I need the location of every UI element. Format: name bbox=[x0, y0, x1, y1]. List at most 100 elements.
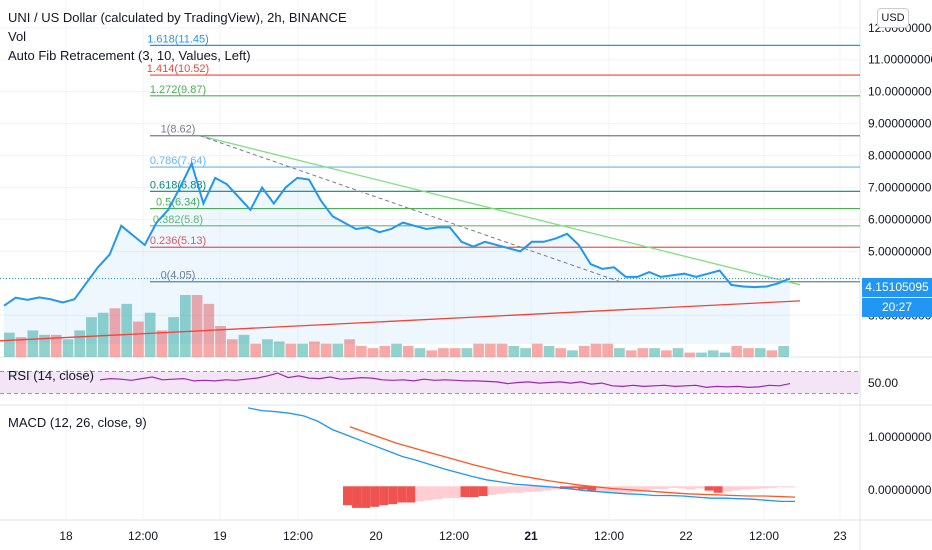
volume-bar bbox=[438, 348, 449, 357]
price-tick-label: 6.00000000 bbox=[868, 212, 932, 226]
rsi-band bbox=[0, 371, 860, 394]
volume-bar bbox=[250, 343, 262, 357]
macd-histogram-bar bbox=[677, 486, 687, 489]
volume-bar bbox=[555, 348, 567, 357]
fib-retracement: 1.618(11.45) 1.414(10.52) 1.272(9.87) 1(8.6… bbox=[147, 33, 860, 283]
volume-bar bbox=[15, 337, 27, 357]
macd-histogram-bar bbox=[749, 486, 759, 489]
volume-bar bbox=[578, 345, 590, 357]
volume-bar bbox=[426, 350, 438, 357]
volume-bar bbox=[297, 343, 309, 357]
volume-bar bbox=[86, 317, 97, 357]
volume-bar bbox=[391, 343, 402, 357]
rsi-pane bbox=[0, 371, 860, 394]
signal-line bbox=[349, 426, 796, 498]
time-tick-label: 19 bbox=[213, 529, 227, 543]
macd-histogram-bar bbox=[415, 486, 425, 502]
volume-bar bbox=[496, 343, 508, 357]
volume-bar bbox=[520, 348, 531, 357]
macd-histogram-bar bbox=[541, 486, 551, 491]
volume-bar bbox=[74, 330, 86, 357]
macd-histogram-bar bbox=[740, 486, 750, 490]
price-tick-label: 10.00000000 bbox=[868, 85, 932, 99]
volume-bar bbox=[660, 350, 672, 357]
macd-histogram-bar bbox=[758, 486, 768, 489]
time-tick-label: 12:00 bbox=[128, 529, 158, 543]
volume-bar bbox=[215, 326, 226, 357]
time-tick-label: 12:00 bbox=[283, 529, 313, 543]
macd-histogram-bar bbox=[433, 486, 443, 500]
price-tick-label: 8.00000000 bbox=[868, 149, 932, 163]
time-tick-label: 18 bbox=[59, 529, 73, 543]
macd-histogram-bar bbox=[641, 486, 651, 491]
volume-bar bbox=[62, 339, 74, 357]
volume-bar bbox=[379, 345, 391, 357]
volume-bar bbox=[4, 332, 15, 357]
currency-button[interactable]: USD bbox=[877, 8, 909, 28]
volume-bar bbox=[649, 348, 660, 357]
last-price-tag: 4.15105095 bbox=[862, 278, 932, 297]
volume-bar bbox=[531, 343, 543, 357]
volume-bar bbox=[508, 345, 520, 357]
macd-histogram-bar bbox=[578, 486, 588, 490]
volume-bar bbox=[39, 334, 50, 357]
macd-histogram-bar bbox=[496, 486, 506, 494]
volume-bar bbox=[156, 330, 168, 357]
volume-bar bbox=[144, 312, 156, 357]
macd-histogram-bar bbox=[614, 486, 624, 494]
volume-bar bbox=[121, 303, 133, 357]
volume-bar bbox=[179, 295, 191, 357]
volume-bar bbox=[719, 352, 731, 357]
macd-histogram-bar bbox=[596, 486, 606, 492]
volume-bar bbox=[27, 330, 39, 357]
macd-axis-label-zero: 0.00000000 bbox=[868, 483, 932, 497]
volume-bar bbox=[614, 348, 625, 357]
volume-bar bbox=[238, 334, 250, 357]
macd-histogram-bar bbox=[523, 486, 533, 492]
volume-bar bbox=[344, 339, 355, 357]
fib-level-label: 1.272(9.87) bbox=[150, 84, 206, 96]
macd-histogram-bar bbox=[352, 486, 362, 508]
macd-histogram-bar bbox=[722, 486, 732, 492]
volume-bar bbox=[355, 345, 367, 357]
volume-bar bbox=[332, 343, 344, 357]
volume-bar bbox=[707, 350, 719, 357]
fib-level-label: 0.618(6.88) bbox=[150, 179, 206, 191]
volume-bar bbox=[625, 350, 637, 357]
time-tick-label: 12:00 bbox=[439, 529, 469, 543]
macd-histogram-bar bbox=[731, 486, 741, 491]
macd-histogram-bar bbox=[388, 486, 398, 505]
trendline-resistance bbox=[199, 135, 801, 286]
macd-histogram-bar bbox=[767, 486, 777, 488]
volume-bar bbox=[262, 339, 273, 357]
macd-histogram-bar bbox=[487, 486, 497, 495]
rsi-axis-label: 50.00 bbox=[868, 376, 898, 390]
fib-level-label: 0.382(5.8) bbox=[153, 214, 203, 226]
volume-bar bbox=[414, 348, 426, 357]
macd-histogram-bar bbox=[587, 486, 597, 491]
macd-histogram-bar bbox=[370, 486, 380, 507]
macd-histogram-bar bbox=[424, 486, 434, 501]
bar-countdown: 20:27 bbox=[862, 298, 932, 317]
time-tick-label: 23 bbox=[833, 529, 847, 543]
price-tick-label: 7.00000000 bbox=[868, 180, 932, 194]
axes: 1812:001912:002012:002112:002212:002312.… bbox=[59, 21, 932, 543]
macd-histogram-bar bbox=[469, 486, 479, 498]
macd-histogram-bar bbox=[397, 486, 407, 503]
macd-histogram-bar bbox=[785, 486, 795, 488]
volume-bar bbox=[637, 348, 649, 357]
volume-bar bbox=[191, 295, 203, 357]
macd-line bbox=[247, 407, 795, 503]
volume-legend: Vol bbox=[8, 29, 26, 44]
volume-bar bbox=[590, 343, 602, 357]
volume-bar bbox=[461, 348, 473, 357]
macd-histogram-bar bbox=[442, 486, 452, 499]
rsi-line bbox=[99, 372, 791, 389]
macd-histogram-bar bbox=[650, 486, 660, 489]
macd-histogram-bar bbox=[478, 486, 488, 496]
price-line bbox=[3, 160, 791, 307]
price-tick-label: 5.00000000 bbox=[868, 244, 932, 258]
time-tick-label: 21 bbox=[524, 529, 538, 543]
macd-histogram-bar bbox=[532, 486, 542, 492]
